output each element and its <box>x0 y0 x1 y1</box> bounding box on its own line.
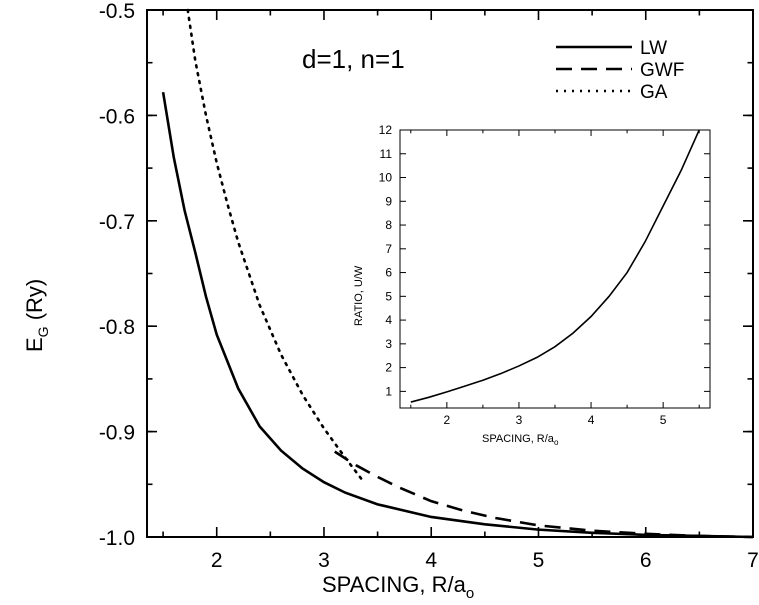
y-tick-label: -0.9 <box>99 422 135 445</box>
inset-y-tick-label: 8 <box>385 218 392 232</box>
y-tick-label: -0.6 <box>99 105 135 128</box>
x-tick-label: 3 <box>318 549 330 572</box>
inset-y-axis-title: RATIO, U/W <box>353 265 365 326</box>
series-line-gwf <box>334 450 754 539</box>
series-line-ga <box>186 8 363 481</box>
inset-x-tick-label: 2 <box>444 413 451 427</box>
inset-y-tick-label: 12 <box>379 123 393 137</box>
x-tick-label: 2 <box>211 549 223 572</box>
inset-x-tick-label: 3 <box>516 413 523 427</box>
main-plot-area: 2 3 4 5 6 7 -1.0 -0.9 -0.8 -0.7 -0.6 -0.5 <box>99 0 759 572</box>
inset-y-tick-label: 7 <box>385 242 392 256</box>
inset-y-tick-label: 3 <box>385 337 392 351</box>
inset-axes-frame <box>399 129 711 409</box>
y-axis-title: EG (Ry) <box>22 279 51 352</box>
annotation-text: d=1, n=1 <box>302 44 405 74</box>
inset-y-tick-label: 1 <box>385 384 392 398</box>
inset-y-tick-label: 10 <box>379 171 393 185</box>
y-tick-label: -0.7 <box>99 211 135 234</box>
y-tick-label: -0.8 <box>99 316 135 339</box>
y-tick-label: -0.5 <box>99 0 135 23</box>
inset-x-tick-label: 4 <box>588 413 595 427</box>
x-axis-title: SPACING, R/ao <box>322 572 474 602</box>
inset-y-tick-label: 6 <box>385 266 392 280</box>
inset-series-line-ratio <box>410 129 700 403</box>
inset-y-tick-label: 11 <box>380 147 393 161</box>
svg-text:EG (Ry): EG (Ry) <box>22 279 51 352</box>
inset-y-tick-label: 2 <box>385 361 392 375</box>
x-tick-label: 5 <box>533 549 545 572</box>
series-line-lw <box>161 91 754 539</box>
x-tick-label: 6 <box>640 549 652 572</box>
y-tick-label: -1.0 <box>99 527 135 550</box>
inset-y-tick-label: 5 <box>385 289 392 303</box>
inset-y-tick-label: 4 <box>385 313 392 327</box>
x-tick-label: 7 <box>747 549 759 572</box>
legend-label-lw: LW <box>640 38 667 59</box>
legend-label-gwf: GWF <box>640 60 684 81</box>
x-tick-label: 4 <box>425 549 437 572</box>
inset-y-tick-label: 9 <box>385 194 392 208</box>
inset-x-axis-title: SPACING, R/ao <box>482 433 559 447</box>
inset-x-tick-label: 5 <box>660 413 667 427</box>
legend-label-ga: GA <box>640 82 668 103</box>
